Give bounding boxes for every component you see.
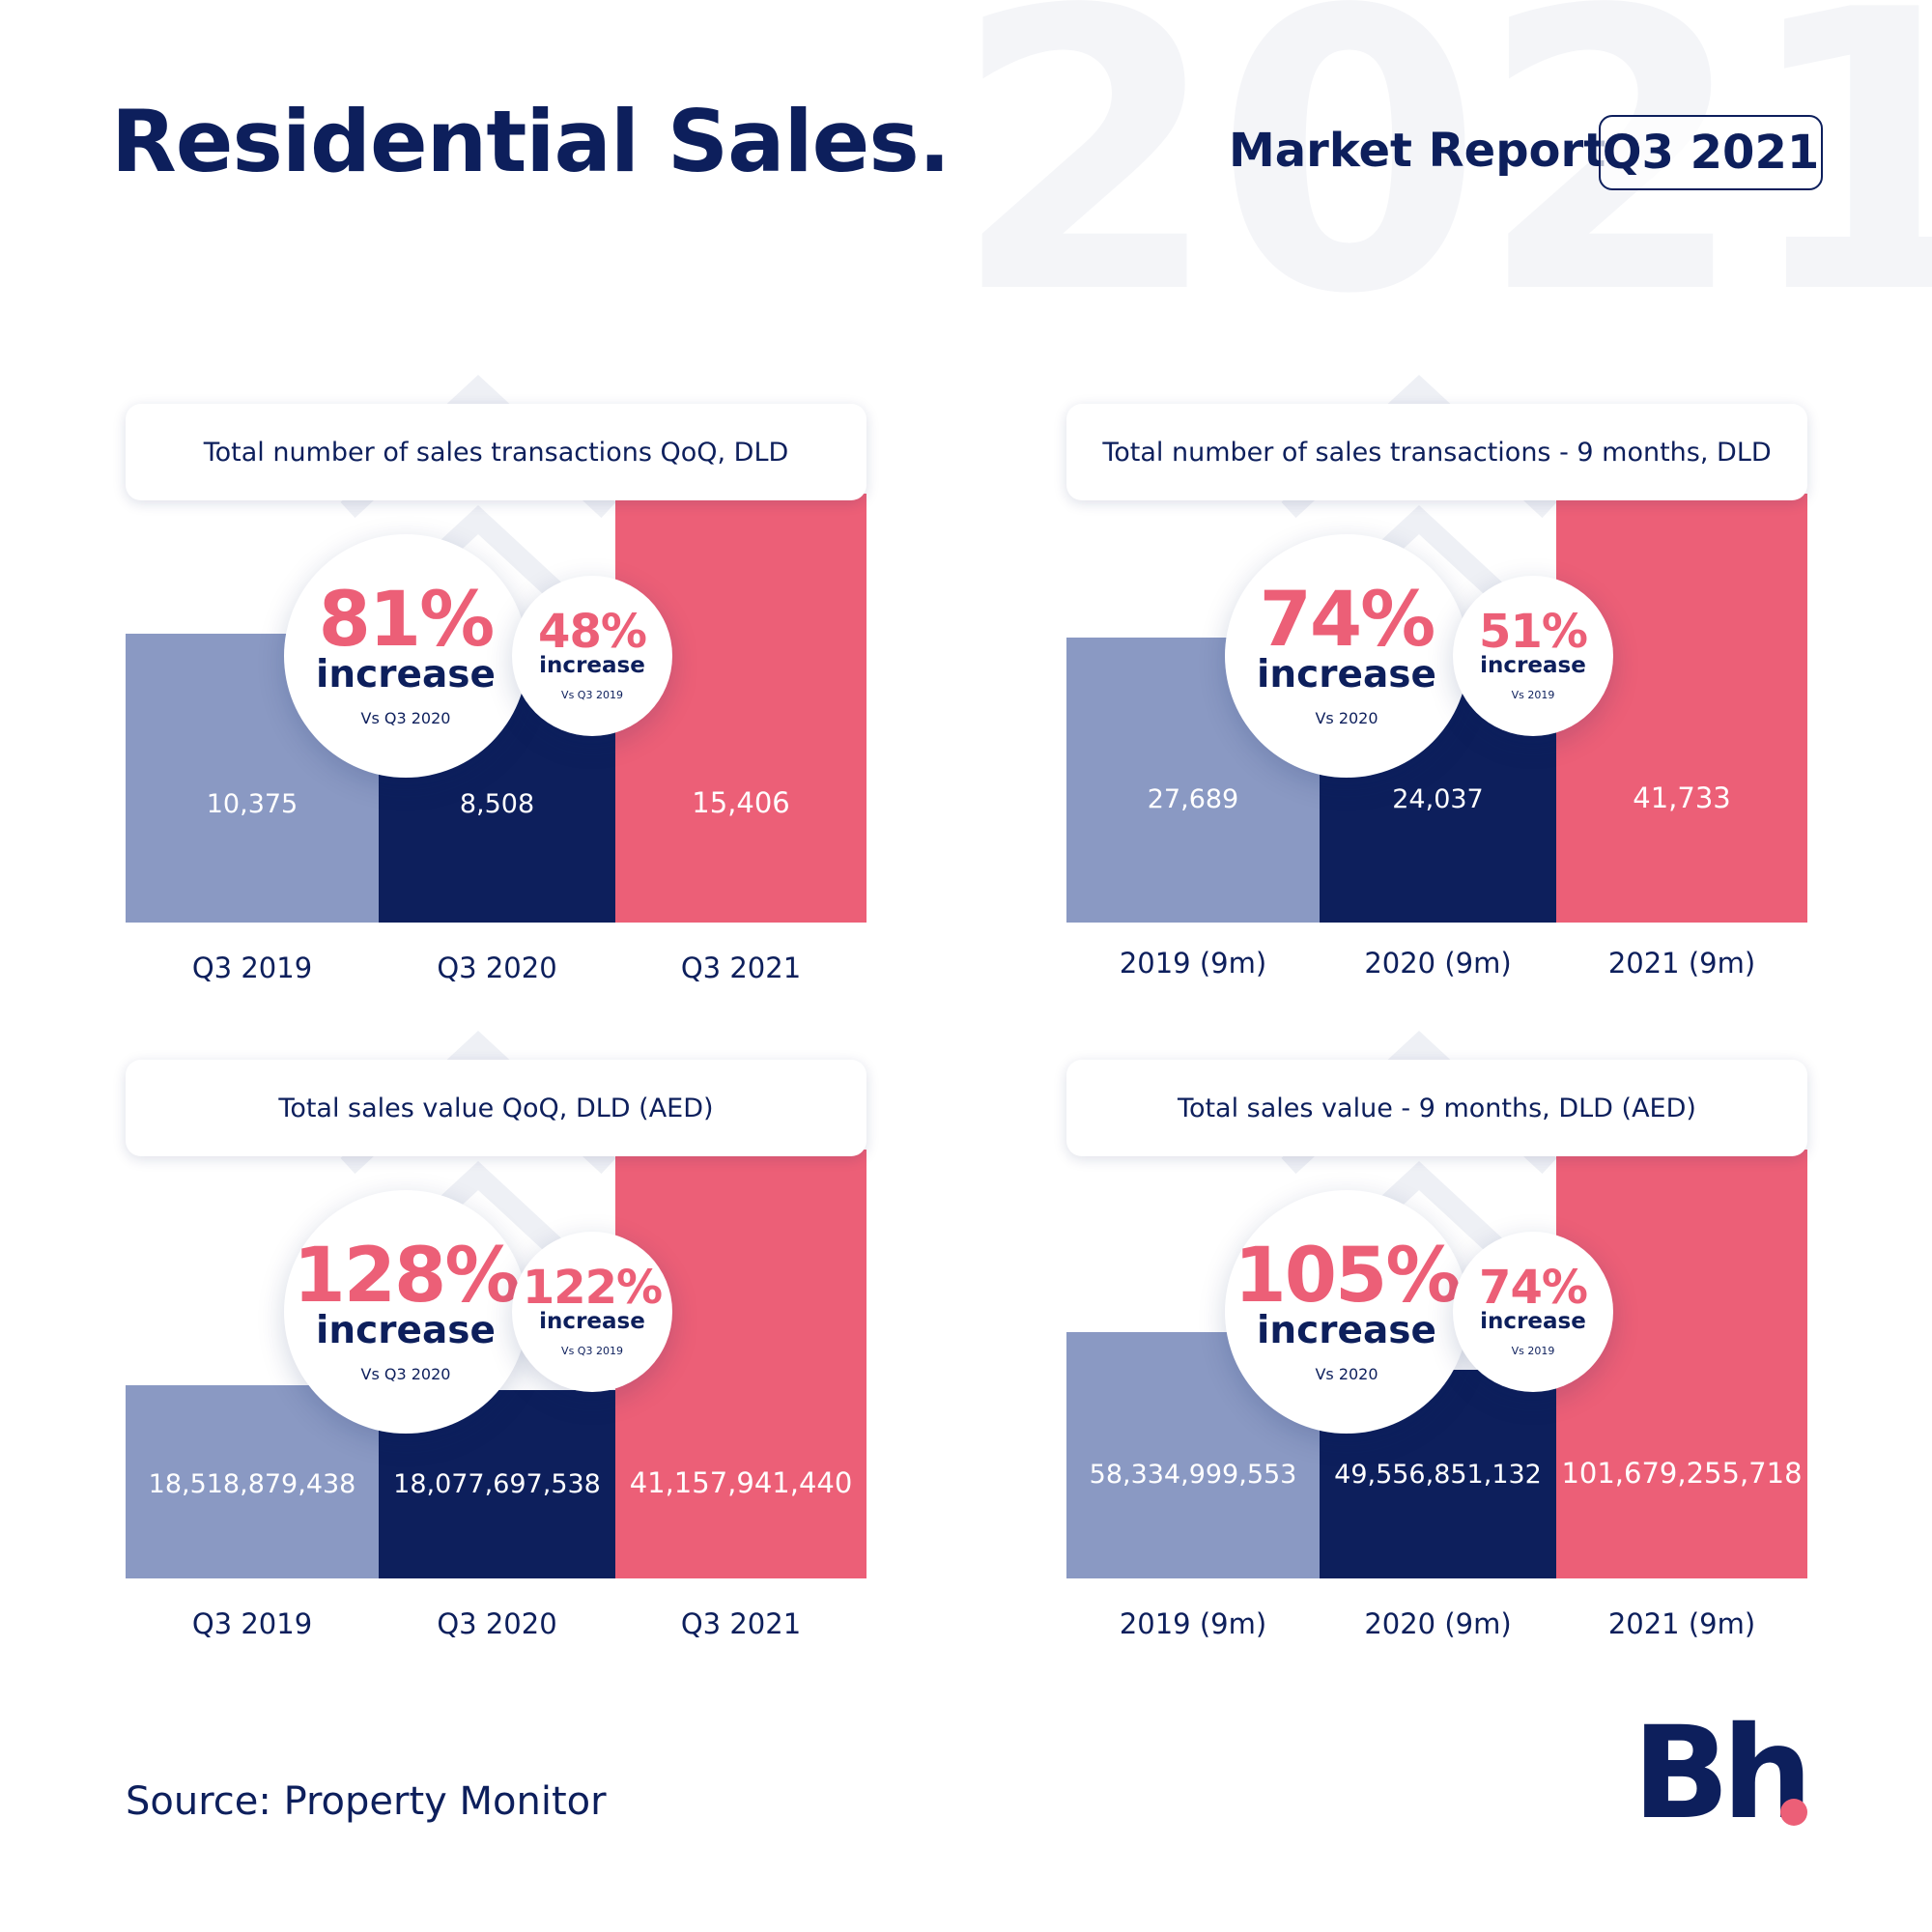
increase-word: increase <box>1480 653 1586 679</box>
bar-value-label: 41,733 <box>1633 781 1731 814</box>
increase-percent: 128% <box>293 1232 521 1320</box>
bar-value-label: 27,689 <box>1147 784 1239 814</box>
category-label: 2021 (9m) <box>1607 947 1756 980</box>
bar-value-label: 8,508 <box>459 789 535 819</box>
chart-title: Total sales value - 9 months, DLD (AED) <box>1066 1060 1807 1156</box>
category-label: Q3 2021 <box>680 952 802 984</box>
increase-badge-secondary: 122% increase Vs Q3 2019 <box>512 1232 672 1392</box>
increase-badge-secondary: 74% increase Vs 2019 <box>1453 1232 1613 1392</box>
comparison-label: Vs Q3 2019 <box>561 1345 623 1358</box>
increase-word: increase <box>1257 1309 1436 1353</box>
comparison-label: Vs 2020 <box>1315 1365 1378 1384</box>
increase-percent: 48% <box>538 604 647 659</box>
bar: 15,406 <box>615 494 867 923</box>
increase-percent: 122% <box>522 1260 663 1315</box>
chart-panel-transactions-qoq: Total number of sales transactions QoQ, … <box>126 375 869 1022</box>
bar-value-label: 18,518,879,438 <box>148 1469 356 1499</box>
logo-dot <box>1780 1799 1807 1826</box>
comparison-label: Vs 2019 <box>1511 689 1555 702</box>
category-label: Q3 2020 <box>437 1607 557 1640</box>
category-label: 2021 (9m) <box>1607 1607 1756 1640</box>
chart-panel-transactions-9m: Total number of sales transactions - 9 m… <box>1066 375 1810 1022</box>
category-label: Q3 2020 <box>437 952 557 984</box>
increase-badge-primary: 81% increase Vs Q3 2020 <box>284 534 527 778</box>
increase-word: increase <box>316 1309 496 1353</box>
increase-badge-secondary: 51% increase Vs 2019 <box>1453 576 1613 736</box>
comparison-label: Vs Q3 2019 <box>561 689 623 702</box>
increase-badge-primary: 74% increase Vs 2020 <box>1225 534 1468 778</box>
increase-word: increase <box>539 653 645 679</box>
comparison-label: Vs 2019 <box>1511 1345 1555 1358</box>
bar-value-label: 15,406 <box>692 786 790 819</box>
increase-badge-secondary: 48% increase Vs Q3 2019 <box>512 576 672 736</box>
bar: 18,518,879,438 <box>126 1385 379 1578</box>
bar-value-label: 41,157,941,440 <box>629 1466 853 1499</box>
increase-percent: 105% <box>1234 1232 1462 1320</box>
quarter-badge: Q3 2021 <box>1599 115 1823 190</box>
bar: 101,679,255,718 <box>1556 1150 1807 1578</box>
page-title: Residential Sales. <box>111 92 951 191</box>
bar-value-label: 10,375 <box>206 789 298 819</box>
chart-title: Total number of sales transactions - 9 m… <box>1066 404 1807 500</box>
increase-percent: 74% <box>1259 576 1436 664</box>
bar-value-label: 24,037 <box>1392 784 1484 814</box>
bar-value-label: 101,679,255,718 <box>1561 1457 1803 1490</box>
increase-word: increase <box>539 1309 645 1335</box>
category-label: 2020 (9m) <box>1364 947 1512 980</box>
brand-logo: Bh <box>1633 1699 1813 1848</box>
comparison-label: Vs 2020 <box>1315 709 1378 728</box>
category-label: Q3 2019 <box>191 1607 313 1640</box>
bar: 41,733 <box>1556 494 1807 923</box>
increase-word: increase <box>1480 1309 1586 1335</box>
category-label: 2019 (9m) <box>1119 947 1267 980</box>
increase-percent: 81% <box>318 576 496 664</box>
increase-percent: 51% <box>1479 604 1588 659</box>
comparison-label: Vs Q3 2020 <box>360 1365 451 1384</box>
chart-title: Total number of sales transactions QoQ, … <box>126 404 867 500</box>
increase-word: increase <box>1257 653 1436 697</box>
increase-percent: 74% <box>1479 1260 1588 1315</box>
increase-word: increase <box>316 653 496 697</box>
increase-badge-primary: 128% increase Vs Q3 2020 <box>284 1190 527 1434</box>
category-label: 2020 (9m) <box>1364 1607 1512 1640</box>
category-label: 2019 (9m) <box>1119 1607 1267 1640</box>
bar-value-label: 49,556,851,132 <box>1334 1460 1542 1490</box>
bar-value-label: 18,077,697,538 <box>393 1469 601 1499</box>
chart-panel-value-9m: Total sales value - 9 months, DLD (AED) … <box>1066 1031 1810 1678</box>
bar: 41,157,941,440 <box>615 1150 867 1578</box>
comparison-label: Vs Q3 2020 <box>360 709 451 728</box>
category-label: Q3 2019 <box>191 952 313 984</box>
category-label: Q3 2021 <box>680 1607 802 1640</box>
report-label: Market Report <box>1229 124 1606 178</box>
bar-value-label: 58,334,999,553 <box>1089 1460 1297 1490</box>
source-credit: Source: Property Monitor <box>126 1779 607 1824</box>
chart-title: Total sales value QoQ, DLD (AED) <box>126 1060 867 1156</box>
chart-panel-value-qoq: Total sales value QoQ, DLD (AED) 18,518,… <box>126 1031 869 1678</box>
increase-badge-primary: 105% increase Vs 2020 <box>1225 1190 1468 1434</box>
